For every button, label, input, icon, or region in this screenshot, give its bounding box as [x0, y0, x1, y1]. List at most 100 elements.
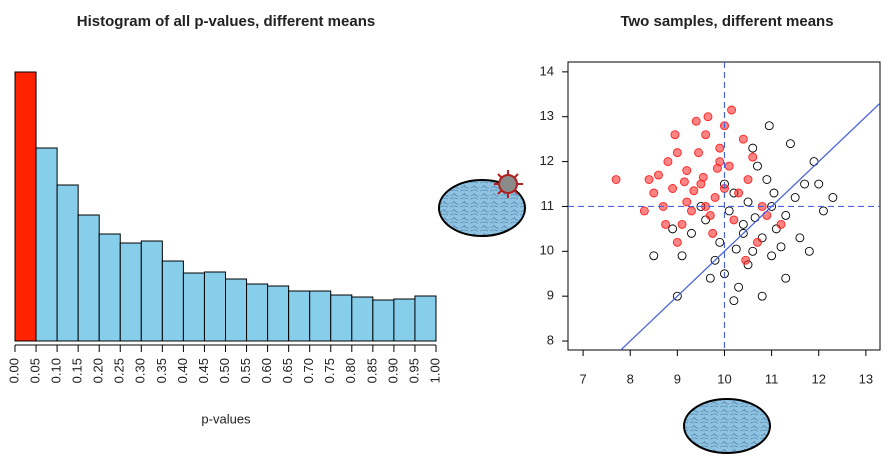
point [804, 246, 814, 256]
point [677, 219, 687, 229]
point [644, 175, 654, 184]
point [703, 112, 713, 122]
chart-title: Two samples, different means [620, 13, 833, 30]
point [814, 179, 824, 189]
y-tick-label: 9 [547, 288, 554, 303]
bar [393, 298, 416, 342]
point [649, 251, 659, 261]
point [764, 121, 774, 131]
point [781, 210, 791, 220]
bar [414, 295, 437, 342]
point [682, 166, 692, 176]
point [748, 152, 758, 162]
x-tick-label: 0.75 [322, 358, 337, 383]
point [611, 175, 621, 184]
point [738, 219, 748, 229]
point [677, 251, 687, 261]
decorations [438, 170, 771, 454]
point [689, 186, 699, 196]
x-tick-label: 0.50 [217, 358, 232, 383]
x-tick-label: 0.20 [91, 358, 106, 383]
point [757, 233, 767, 243]
point [738, 134, 748, 144]
point [649, 188, 659, 198]
bar [330, 294, 353, 342]
point [672, 237, 682, 247]
point [767, 251, 777, 261]
x-tick-label: 0.85 [364, 358, 379, 383]
point [762, 210, 772, 220]
point [698, 172, 708, 182]
point [687, 206, 696, 216]
bar [77, 214, 100, 342]
virus-icon [494, 170, 523, 198]
point [743, 197, 753, 207]
x-tick-label: 0.60 [259, 358, 274, 383]
point [795, 233, 805, 243]
point [705, 210, 715, 220]
point [776, 219, 786, 229]
point [715, 237, 725, 247]
x-tick-label: 8 [627, 371, 634, 386]
bar [246, 283, 269, 342]
y-tick-label: 12 [540, 153, 554, 168]
point [724, 161, 734, 171]
x-tick-label: 0.90 [385, 358, 400, 383]
point [639, 206, 649, 216]
point [708, 228, 718, 238]
point [809, 157, 819, 167]
x-tick-label: 0.80 [343, 358, 358, 383]
point [672, 291, 682, 301]
x-tick-label: 10 [717, 371, 731, 386]
bar [14, 71, 37, 342]
bar [140, 240, 163, 342]
x-tick-label: 0.45 [196, 358, 211, 383]
point [668, 184, 678, 193]
point [654, 170, 663, 180]
cell-dish [683, 398, 771, 454]
point [769, 188, 779, 198]
x-tick-label: 0.70 [301, 358, 316, 383]
x-tick-label: 0.15 [70, 358, 85, 383]
point [738, 228, 748, 238]
bar [267, 285, 290, 342]
x-tick-label: 0.10 [49, 358, 64, 383]
point [663, 157, 673, 167]
chart-title: Histogram of all p-values, different mea… [77, 13, 375, 30]
point [786, 139, 795, 149]
bar [309, 290, 332, 342]
x-tick-label: 1.00 [427, 358, 442, 383]
point [705, 273, 715, 283]
point [729, 215, 739, 225]
point [818, 206, 828, 216]
y-tick-label: 8 [547, 332, 554, 347]
point [731, 244, 741, 254]
point [679, 177, 689, 187]
point [691, 116, 701, 126]
y-tick-label: 11 [541, 198, 555, 213]
y-tick-label: 10 [540, 243, 554, 258]
x-tick-label: 0.00 [6, 358, 21, 383]
x-tick-label: 0.30 [133, 358, 148, 383]
point [710, 255, 720, 265]
point [670, 130, 680, 140]
point [687, 228, 696, 238]
point [741, 255, 751, 265]
point [724, 206, 734, 216]
point [727, 105, 736, 115]
point [710, 193, 720, 202]
x-tick-label: 0.55 [238, 358, 253, 383]
bar [351, 296, 374, 342]
x-tick-label: 0.35 [154, 358, 169, 383]
bar [119, 242, 142, 342]
point [715, 157, 725, 167]
y-tick-label: 13 [540, 108, 554, 123]
x-tick-label: 0.40 [175, 358, 190, 383]
cell-dish [438, 179, 526, 237]
point [682, 197, 692, 207]
point [767, 201, 777, 211]
bar [161, 260, 184, 342]
point [734, 188, 744, 198]
x-tick-label: 12 [811, 371, 825, 386]
